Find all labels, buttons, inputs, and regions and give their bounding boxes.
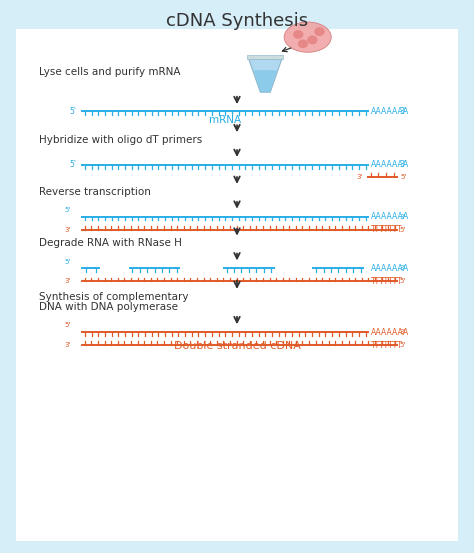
Text: 3': 3' [400, 107, 407, 116]
Text: TTTTTTT: TTTTTTT [371, 225, 402, 234]
Text: 3': 3' [400, 160, 407, 169]
Text: AAAAAAA: AAAAAAA [371, 327, 409, 337]
Text: 5': 5' [64, 259, 71, 265]
Text: 5': 5' [400, 227, 406, 233]
FancyBboxPatch shape [247, 55, 283, 59]
Text: TTTTTTT: TTTTTTT [371, 341, 402, 350]
Polygon shape [249, 59, 282, 92]
Ellipse shape [284, 22, 331, 53]
Text: 3': 3' [64, 279, 71, 284]
Text: Degrade RNA with RNase H: Degrade RNA with RNase H [39, 238, 182, 248]
Text: 5': 5' [64, 322, 71, 328]
Text: 3': 3' [400, 329, 406, 335]
Text: TTTTTTT: TTTTTTT [371, 277, 402, 286]
Ellipse shape [307, 35, 318, 44]
Text: 3': 3' [64, 227, 71, 233]
Text: AAAAAAA: AAAAAAA [371, 107, 409, 116]
Ellipse shape [314, 27, 325, 36]
Text: 5': 5' [400, 174, 406, 180]
Text: 5': 5' [64, 207, 71, 213]
FancyBboxPatch shape [16, 29, 458, 541]
Ellipse shape [298, 39, 308, 48]
Text: cDNA Synthesis: cDNA Synthesis [166, 12, 308, 30]
Text: 3': 3' [400, 265, 406, 272]
Text: 3': 3' [64, 342, 71, 348]
Text: DNA with DNA polymerase: DNA with DNA polymerase [39, 302, 178, 312]
Text: 5': 5' [70, 160, 77, 169]
Text: 5': 5' [70, 107, 77, 116]
Ellipse shape [293, 30, 303, 39]
Text: 3': 3' [356, 174, 363, 180]
Text: 5': 5' [400, 342, 406, 348]
Text: Hybridize with oligo dT primers: Hybridize with oligo dT primers [39, 135, 202, 145]
Text: Synthesis of complementary: Synthesis of complementary [39, 292, 189, 302]
Text: 3': 3' [400, 213, 406, 220]
Text: Reverse transcription: Reverse transcription [39, 187, 151, 197]
Text: AAAAAAA: AAAAAAA [371, 160, 409, 169]
Text: AAAAAAA: AAAAAAA [371, 264, 409, 273]
Text: mRNA: mRNA [209, 114, 241, 124]
Text: Double stranded cDNA: Double stranded cDNA [173, 341, 301, 351]
Text: Lyse cells and purify mRNA: Lyse cells and purify mRNA [39, 67, 181, 77]
Text: AAAAAAA: AAAAAAA [371, 212, 409, 221]
Polygon shape [254, 70, 277, 92]
Text: 5': 5' [400, 279, 406, 284]
